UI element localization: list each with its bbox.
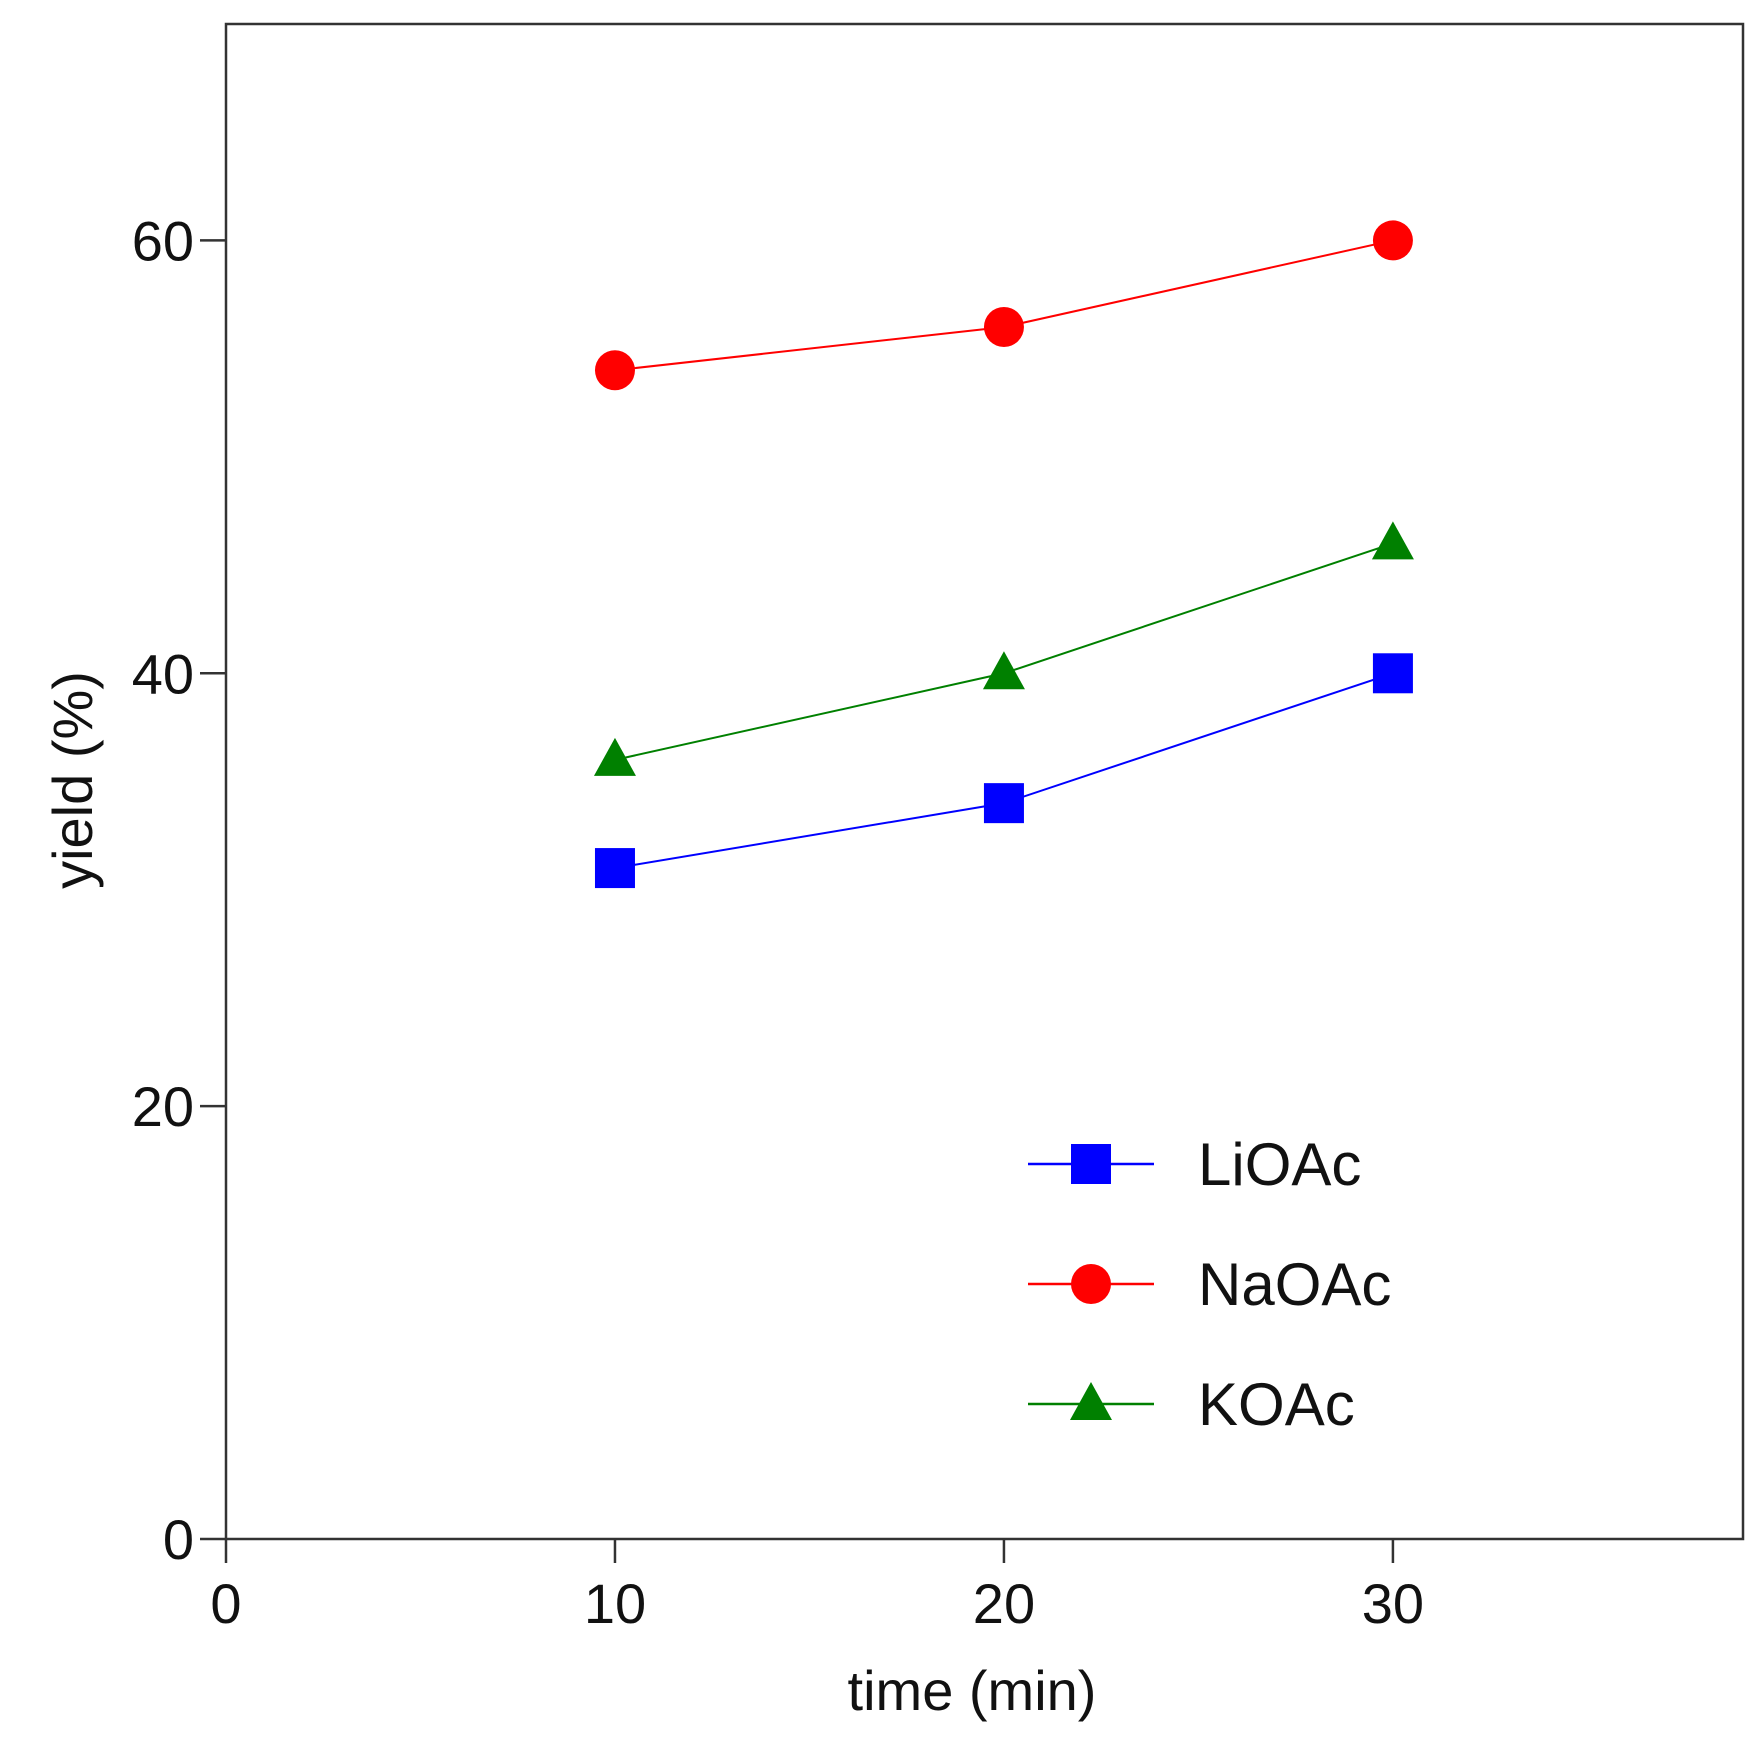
data-point-lioac <box>594 848 635 889</box>
legend-marker-lioac <box>1071 1144 1111 1184</box>
y-tick-label: 40 <box>132 642 194 705</box>
x-tick-label: 20 <box>973 1572 1035 1635</box>
x-axis-label: time (min) <box>848 1659 1097 1722</box>
legend-item-naoac: NaOAc <box>1028 1251 1391 1318</box>
data-point-lioac <box>983 783 1024 824</box>
plot-frame <box>224 22 1745 1541</box>
legend-marker-naoac <box>1071 1264 1111 1304</box>
legend-marker-koac <box>1070 1382 1112 1420</box>
series-line-lioac <box>614 672 1394 870</box>
legend-item-lioac: LiOAc <box>1028 1131 1361 1198</box>
y-tick-label: 20 <box>132 1075 194 1138</box>
data-point-naoac <box>594 350 635 391</box>
series-lioac <box>594 653 1413 889</box>
y-axis-label: yield (%) <box>41 671 104 889</box>
legend: LiOAc NaOAc KOAc <box>1028 1131 1391 1438</box>
data-point-naoac <box>983 307 1024 347</box>
x-tick-label: 30 <box>1362 1572 1424 1635</box>
data-point-koac <box>982 651 1025 690</box>
legend-label-lioac: LiOAc <box>1198 1131 1361 1198</box>
series-naoac <box>594 220 1413 391</box>
legend-label-koac: KOAc <box>1198 1371 1355 1438</box>
series-layer <box>593 220 1414 889</box>
x-tick-label: 0 <box>210 1572 241 1635</box>
y-tick-label: 0 <box>163 1508 194 1571</box>
data-point-lioac <box>1372 653 1413 694</box>
y-axis-ticks: 0 20 40 60 <box>132 209 226 1571</box>
y-tick-label: 60 <box>132 209 194 272</box>
legend-label-naoac: NaOAc <box>1198 1251 1391 1318</box>
data-point-koac <box>593 737 636 776</box>
series-line-naoac <box>614 239 1394 372</box>
x-tick-label: 10 <box>584 1572 646 1635</box>
series-koac <box>593 521 1414 776</box>
data-point-naoac <box>1372 220 1413 261</box>
data-point-koac <box>1371 521 1414 560</box>
x-axis-ticks: 0 10 20 30 <box>210 1539 1424 1635</box>
legend-item-koac: KOAc <box>1028 1371 1355 1438</box>
